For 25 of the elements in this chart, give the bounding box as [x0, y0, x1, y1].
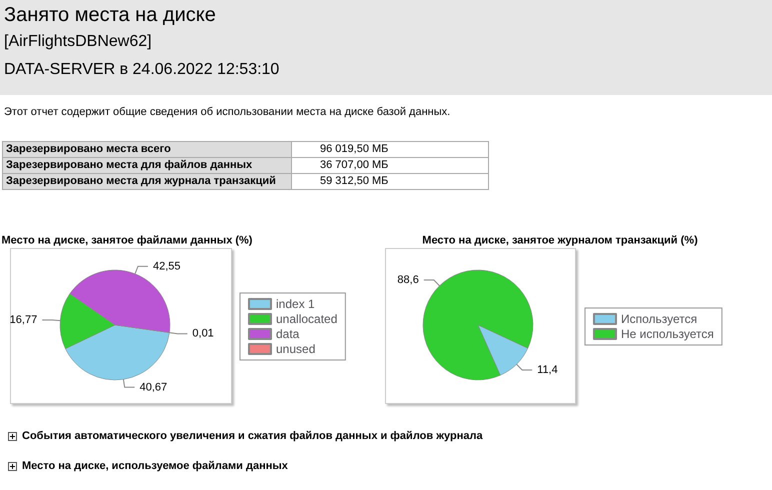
- text: Зарезервировано места для журнала транзакций: [2, 174, 292, 190]
- text: Зарезервировано места для файлов данных: [2, 158, 292, 174]
- legend-label: data: [276, 327, 300, 341]
- text: Зарезервировано места всего: [2, 142, 292, 158]
- data-label: 40,67: [140, 381, 168, 394]
- chart-title: Место на диске, занятое файлами данных (%): [2, 234, 253, 246]
- text: 36 707,00 МБ: [292, 158, 488, 174]
- text: Этот отчет содержит общие сведения об использовании места на диске базой данных.: [4, 106, 450, 118]
- text: [AirFlightsDBNew62] DATA-SERVER в 24.06.2022 12:53:10: [4, 33, 280, 79]
- text: События автоматического увеличения и сжатия файлов данных и файлов журнала: [22, 430, 483, 442]
- legend-label: Не используется: [621, 327, 714, 341]
- text: Место на диске, используемое файлами данных: [22, 460, 288, 472]
- legend-label: index 1: [276, 297, 316, 311]
- text: 59 312,50 МБ: [292, 174, 488, 190]
- data-label: 42,55: [152, 260, 180, 272]
- data-label: 11,4: [537, 364, 558, 376]
- data-label: 16,77: [10, 314, 38, 326]
- chart-title: Место на диске, занятое журналом транзакций (%): [422, 234, 698, 246]
- legend-label: Используется: [621, 312, 698, 326]
- text: 96 019,50 МБ: [292, 142, 488, 158]
- legend-label: unused: [276, 342, 316, 356]
- data-label: 0,01: [192, 328, 214, 340]
- text: Занято места на диске: [4, 4, 216, 27]
- legend-label: unallocated: [276, 312, 338, 326]
- data-label: 88,6: [397, 274, 419, 286]
